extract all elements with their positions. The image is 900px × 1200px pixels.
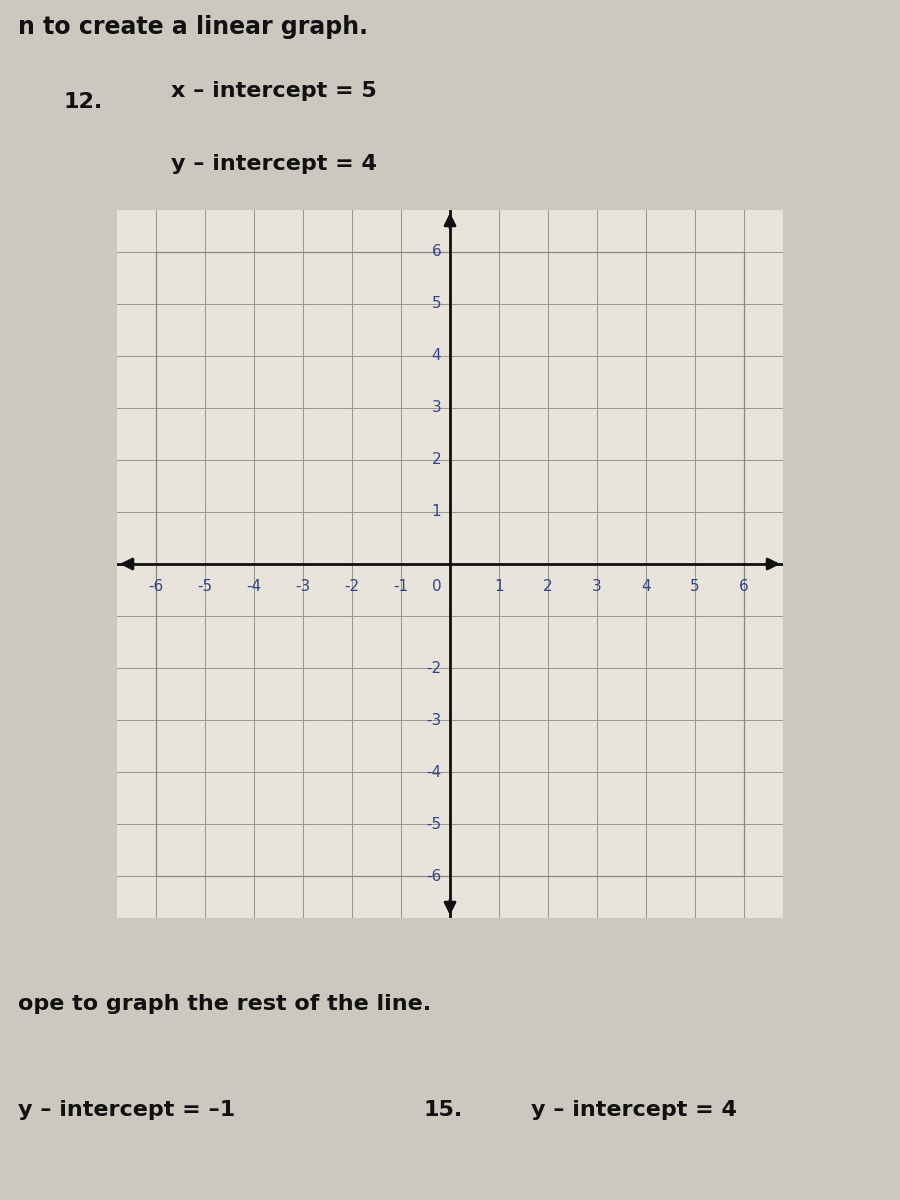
Text: 5: 5 — [690, 578, 699, 594]
Text: -2: -2 — [426, 661, 441, 676]
Text: -6: -6 — [148, 578, 164, 594]
Text: 3: 3 — [431, 401, 441, 415]
Text: 6: 6 — [431, 244, 441, 259]
Text: -6: -6 — [426, 869, 441, 884]
Text: y – intercept = 4: y – intercept = 4 — [171, 154, 377, 174]
Text: y – intercept = –1: y – intercept = –1 — [18, 1099, 235, 1120]
Text: x – intercept = 5: x – intercept = 5 — [171, 80, 377, 101]
Text: 4: 4 — [641, 578, 651, 594]
Text: -2: -2 — [345, 578, 360, 594]
Bar — [157, 252, 743, 876]
Text: 2: 2 — [543, 578, 553, 594]
Text: ope to graph the rest of the line.: ope to graph the rest of the line. — [18, 994, 431, 1014]
Text: 4: 4 — [432, 348, 441, 364]
Text: 3: 3 — [592, 578, 602, 594]
Text: -5: -5 — [198, 578, 212, 594]
Text: -3: -3 — [426, 713, 441, 727]
Text: -4: -4 — [247, 578, 262, 594]
Text: -1: -1 — [393, 578, 409, 594]
Text: -5: -5 — [426, 817, 441, 832]
Text: 0: 0 — [432, 578, 441, 594]
Text: 2: 2 — [432, 452, 441, 467]
Text: y – intercept = 4: y – intercept = 4 — [531, 1099, 737, 1120]
Text: 1: 1 — [432, 504, 441, 520]
Text: -4: -4 — [426, 764, 441, 780]
Text: 15.: 15. — [423, 1099, 463, 1120]
Text: 6: 6 — [739, 578, 749, 594]
Text: n to create a linear graph.: n to create a linear graph. — [18, 16, 368, 40]
Text: 5: 5 — [432, 296, 441, 311]
Text: -3: -3 — [295, 578, 310, 594]
Text: 1: 1 — [494, 578, 504, 594]
Text: 12.: 12. — [63, 92, 103, 112]
